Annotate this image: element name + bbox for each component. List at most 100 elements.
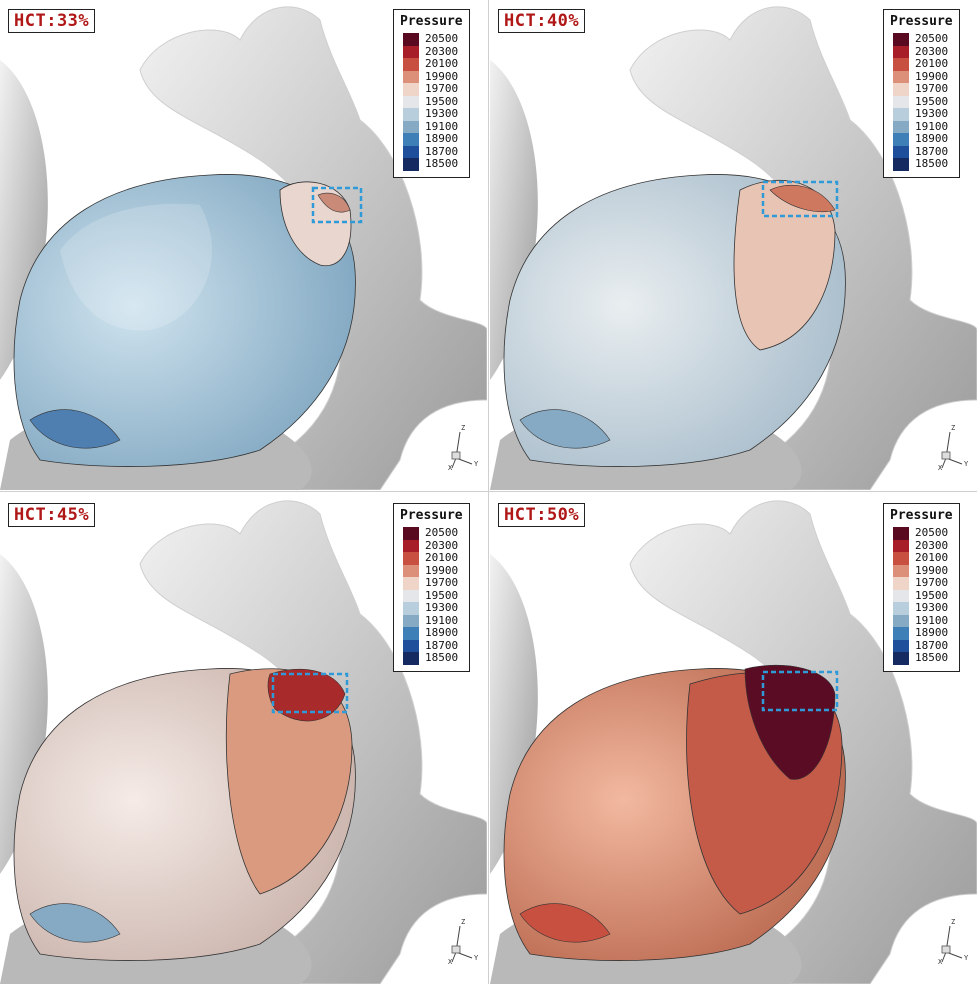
vessel-render [490, 6, 977, 490]
svg-text:Y: Y [964, 460, 969, 468]
legend-swatch [893, 627, 909, 640]
legend-row: 18500 [890, 157, 953, 171]
legend-value: 18500 [425, 157, 459, 170]
legend-swatch [403, 158, 419, 171]
legend-swatch [403, 83, 419, 96]
legend-row: 19500 [400, 95, 463, 108]
legend-swatch [403, 539, 419, 552]
legend-swatch [403, 120, 419, 133]
legend-swatch [893, 108, 909, 121]
legend-swatch [893, 577, 909, 590]
legend-value: 18700 [425, 638, 459, 652]
legend-value: 20100 [915, 551, 949, 564]
panel-hct-33: HCT:33% Pressure 20500 20300 20100 19900 197… [0, 0, 487, 490]
legend-swatch [403, 577, 419, 590]
legend-row: 19100 [400, 614, 463, 627]
legend-row: 18500 [400, 651, 463, 665]
legend-swatch [893, 527, 909, 540]
legend-swatch [403, 58, 419, 71]
legend-value: 18500 [425, 651, 459, 664]
legend-swatch [893, 639, 909, 652]
legend-value: 18700 [915, 144, 949, 158]
legend-value: 18900 [425, 626, 459, 639]
legend-value: 19100 [915, 613, 949, 627]
legend-row: 18500 [400, 157, 463, 171]
legend-row: 19700 [400, 82, 463, 96]
legend-value: 18700 [915, 638, 949, 652]
legend-value: 18500 [915, 651, 949, 664]
legend-title: Pressure [890, 508, 953, 523]
legend-value: 19900 [915, 563, 949, 577]
legend-swatch [403, 652, 419, 665]
legend-value: 18900 [915, 132, 949, 145]
legend-value: 19100 [425, 119, 459, 133]
legend-value: 20300 [915, 44, 949, 58]
legend-title: Pressure [400, 508, 463, 523]
legend-row: 20500 [890, 32, 953, 46]
legend-swatch [893, 564, 909, 577]
svg-text:X: X [448, 464, 453, 470]
legend-row: 20300 [890, 538, 953, 552]
legend-row: 20100 [400, 57, 463, 71]
legend-swatch [403, 602, 419, 615]
legend-swatch [403, 527, 419, 540]
legend-value: 20300 [915, 538, 949, 552]
legend-row: 18700 [890, 144, 953, 158]
legend-rows: 20500 20300 20100 19900 19700 19500 19300 19100… [890, 526, 953, 665]
legend-swatch [893, 120, 909, 133]
panel-hct-45: HCT:45% Pressure 20500 20300 20100 19900 197… [0, 494, 487, 984]
legend-value: 20100 [915, 57, 949, 70]
legend-row: 19900 [400, 563, 463, 577]
legend-swatch [403, 33, 419, 46]
legend-row: 18900 [890, 626, 953, 640]
legend-swatch [893, 589, 909, 602]
pressure-legend: Pressure 20500 20300 20100 19900 19700 19500 1… [393, 9, 470, 178]
legend-row: 19900 [400, 69, 463, 83]
legend-swatch [893, 133, 909, 146]
svg-text:Y: Y [474, 954, 479, 962]
legend-swatch [403, 589, 419, 602]
legend-value: 19700 [425, 576, 459, 589]
panel-hct-50: HCT:50% Pressure 20500 20300 20100 19900 197… [490, 494, 977, 984]
legend-row: 19300 [400, 601, 463, 615]
legend-swatch [403, 45, 419, 58]
legend-swatch [893, 158, 909, 171]
legend-swatch [403, 627, 419, 640]
legend-swatch [403, 614, 419, 627]
svg-text:Y: Y [474, 460, 479, 468]
legend-value: 20100 [425, 551, 459, 564]
legend-row: 19700 [400, 576, 463, 590]
legend-rows: 20500 20300 20100 19900 19700 19500 19300 19100… [890, 32, 953, 171]
legend-value: 19300 [425, 107, 459, 120]
pressure-legend: Pressure 20500 20300 20100 19900 19700 19500 1… [883, 9, 960, 178]
legend-value: 18700 [425, 144, 459, 158]
legend-value: 19900 [425, 69, 459, 83]
legend-row: 19300 [890, 107, 953, 121]
legend-value: 18500 [915, 157, 949, 170]
legend-title: Pressure [400, 14, 463, 29]
legend-row: 20100 [890, 57, 953, 71]
legend-row: 19100 [890, 120, 953, 133]
legend-row: 19500 [890, 95, 953, 108]
legend-value: 19900 [425, 563, 459, 577]
legend-row: 20100 [890, 551, 953, 565]
legend-value: 18900 [425, 132, 459, 145]
legend-row: 20300 [400, 45, 463, 58]
legend-row: 18700 [400, 144, 463, 158]
legend-swatch [893, 539, 909, 552]
axis-triad-icon: Z Y X [938, 918, 969, 964]
legend-swatch [403, 145, 419, 158]
legend-value: 20500 [915, 32, 949, 45]
vessel-render [0, 500, 487, 984]
legend-swatch [893, 70, 909, 83]
svg-text:Z: Z [461, 918, 465, 926]
legend-swatch [893, 614, 909, 627]
legend-rows: 20500 20300 20100 19900 19700 19500 19300 19100… [400, 526, 463, 665]
legend-rows: 20500 20300 20100 19900 19700 19500 19300 19100… [400, 32, 463, 171]
legend-swatch [403, 639, 419, 652]
panel-hct-40: HCT:40% Pressure 20500 20300 20100 19900 197… [490, 0, 977, 490]
svg-text:Z: Z [951, 918, 955, 926]
svg-text:X: X [448, 958, 453, 964]
svg-text:Z: Z [951, 424, 955, 432]
legend-swatch [893, 602, 909, 615]
